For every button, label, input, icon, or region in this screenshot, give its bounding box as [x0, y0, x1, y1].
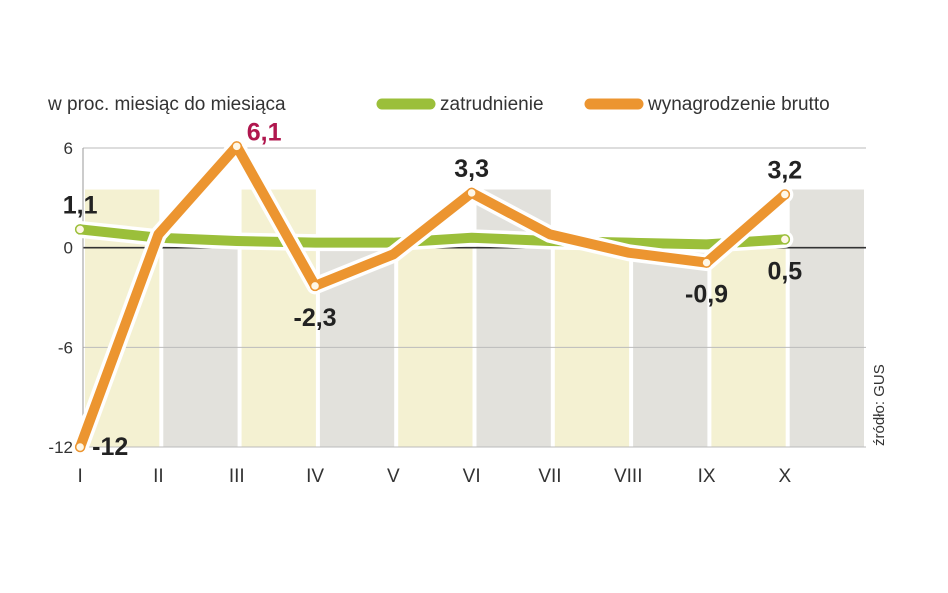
- series-lines: [71, 137, 794, 456]
- x-tick-label: VII: [538, 466, 561, 487]
- data-label: -2,3: [294, 304, 337, 332]
- data-label: 0,5: [767, 257, 802, 285]
- data-label: 6,1: [247, 118, 282, 146]
- background-column: [789, 189, 864, 447]
- data-point: [309, 280, 321, 292]
- x-tick-label: V: [387, 466, 400, 487]
- y-axis-ticks: 6 0 -6 -12: [48, 139, 73, 457]
- legend-label-zatrudnienie: zatrudnienie: [440, 94, 544, 115]
- series-points: [74, 141, 791, 453]
- x-tick-label: I: [78, 466, 83, 487]
- data-point: [74, 441, 86, 453]
- x-tick-label: VI: [463, 466, 481, 487]
- data-label: 3,3: [454, 155, 489, 183]
- data-label: -0,9: [685, 281, 728, 309]
- series-line: [75, 141, 790, 452]
- x-tick-label: IV: [306, 466, 324, 487]
- legend: zatrudnienie wynagrodzenie brutto: [376, 94, 830, 115]
- source-note: źródło: GUS: [871, 364, 888, 446]
- x-axis-ticks: I II III IV V VI VII VIII IX X: [78, 466, 792, 487]
- y-axis-label: w proc. miesiąc do miesiąca: [47, 94, 286, 115]
- data-point: [779, 234, 791, 245]
- x-tick-label: IX: [698, 466, 716, 487]
- x-tick-label: VIII: [614, 466, 643, 487]
- x-tick-label: X: [779, 466, 792, 487]
- series-line: [75, 224, 790, 250]
- data-point: [231, 141, 242, 152]
- data-labels: 1,1 0,5 -12 6,1 -2,3 3,3 -0,9 3,2: [63, 118, 803, 461]
- data-point: [466, 187, 477, 199]
- legend-label-wynagrodzenie: wynagrodzenie brutto: [647, 94, 830, 115]
- data-label: 1,1: [63, 191, 98, 219]
- data-label: 3,2: [767, 157, 802, 185]
- y-tick-label: -12: [48, 438, 73, 457]
- y-tick-label: 6: [64, 139, 73, 158]
- y-tick-label: -6: [58, 338, 73, 357]
- data-label: -12: [92, 433, 128, 461]
- data-point: [701, 257, 712, 268]
- y-tick-label: 0: [64, 239, 73, 258]
- x-tick-label: III: [229, 466, 245, 487]
- x-tick-label: II: [153, 466, 164, 487]
- data-point: [74, 224, 86, 235]
- data-point: [779, 189, 791, 200]
